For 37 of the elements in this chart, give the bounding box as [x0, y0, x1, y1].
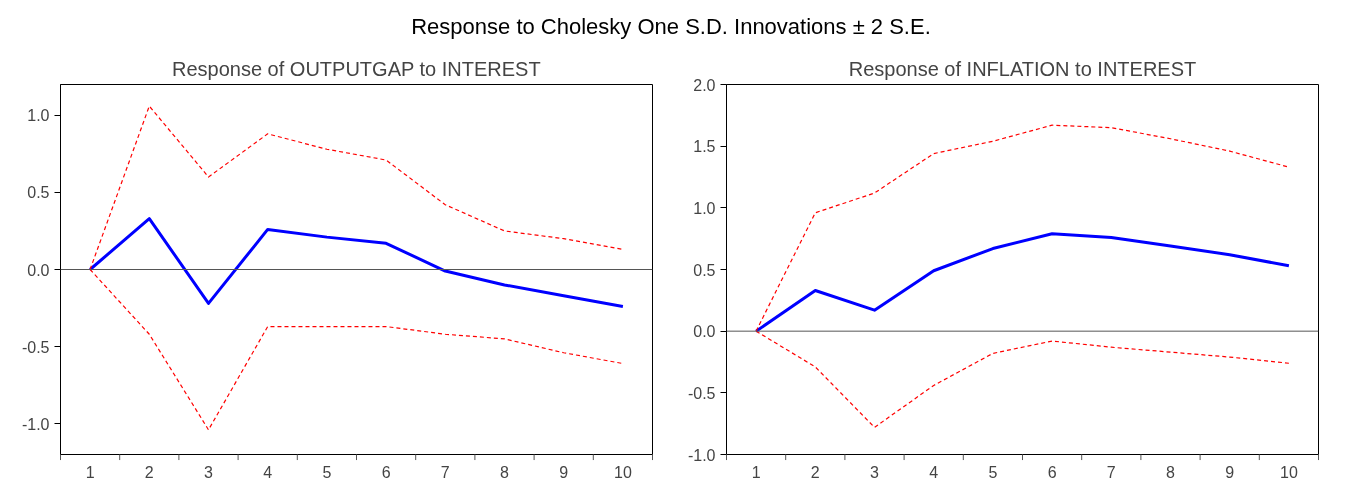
x-tick-label: 7 — [440, 463, 450, 481]
y-tick-label: 0.5 — [27, 184, 50, 202]
x-tick-label: 9 — [1225, 463, 1235, 481]
x-tick-label: 3 — [870, 463, 880, 481]
x-tick-label: 7 — [1106, 463, 1116, 481]
x-tick-label: 8 — [1166, 463, 1176, 481]
x-tick-label: 10 — [1280, 463, 1298, 481]
line-series — [754, 232, 1291, 333]
x-tick-label: 9 — [559, 463, 569, 481]
chart-title: Response of INFLATION to INTEREST — [848, 57, 1197, 80]
y-tick-label: 0.0 — [693, 323, 716, 341]
line-series — [88, 217, 625, 308]
x-tick-label: 6 — [381, 463, 391, 481]
y-tick-label: 2.0 — [693, 76, 716, 94]
x-tick-label: 10 — [614, 463, 632, 481]
chart-title: Response of OUTPUTGAP to INTEREST — [172, 57, 541, 80]
x-tick-label: 6 — [1047, 463, 1057, 481]
y-tick-label: 0.0 — [27, 261, 50, 279]
x-tick-label: 4 — [929, 463, 939, 481]
text: Response to Cholesky One S.D. Innovations ± 2 S.E. — [411, 13, 931, 41]
x-tick-label: 5 — [322, 463, 332, 481]
y-tick-label: 1.0 — [693, 199, 716, 217]
y-tick-label: -0.5 — [21, 338, 50, 356]
x-tick-label: 8 — [500, 463, 510, 481]
x-tick-label: 2 — [810, 463, 820, 481]
x-tick-label: 1 — [751, 463, 761, 481]
y-tick-label: 1.5 — [693, 138, 716, 156]
y-tick-label: 0.5 — [693, 261, 716, 279]
x-tick-label: 4 — [263, 463, 273, 481]
y-tick-label: -1.0 — [687, 446, 716, 464]
y-tick-label: 1.0 — [27, 107, 50, 125]
x-tick-label: 2 — [144, 463, 154, 481]
y-tick-label: -1.0 — [21, 415, 50, 433]
x-tick-label: 5 — [988, 463, 998, 481]
y-tick-label: -0.5 — [687, 384, 716, 402]
x-tick-label: 3 — [204, 463, 214, 481]
x-tick-label: 1 — [85, 463, 95, 481]
